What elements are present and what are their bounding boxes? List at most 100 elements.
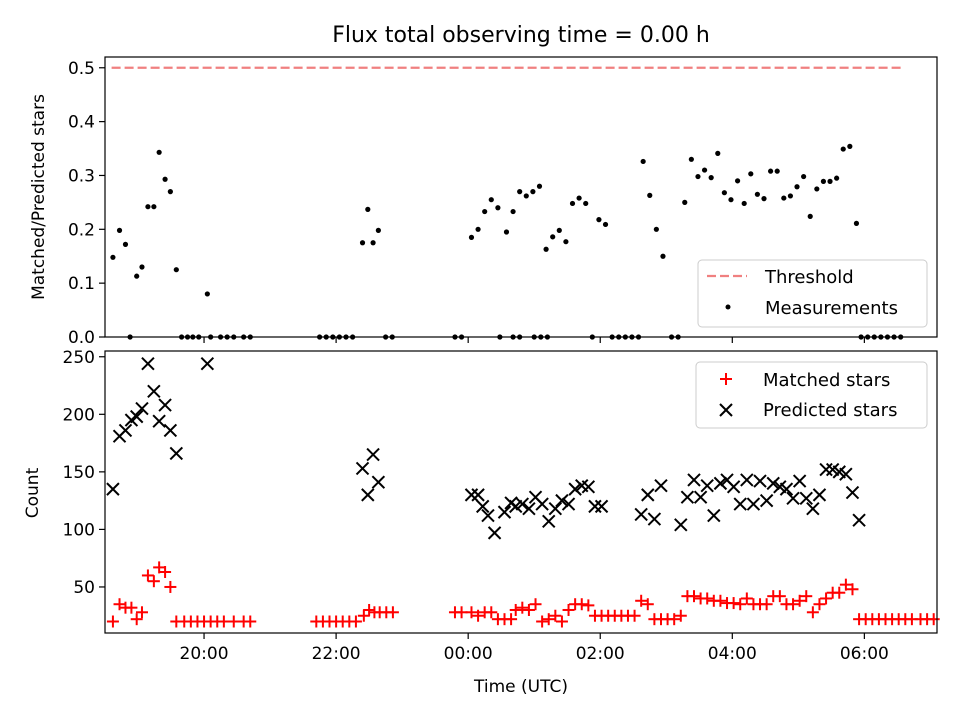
- legend-threshold-label: Threshold: [764, 267, 854, 288]
- predicted-star-point: [594, 499, 609, 514]
- predicted-star-point: [674, 518, 688, 532]
- measurement-point: [741, 200, 747, 207]
- y-tick-label: 0.5: [68, 59, 95, 79]
- predicted-star-point: [141, 356, 155, 371]
- bottom-legend: Matched stars Predicted stars: [695, 361, 928, 429]
- matched-star-point: [135, 606, 148, 619]
- measurement-point: [647, 192, 653, 198]
- measurement-point: [774, 168, 780, 174]
- top-plot-marks: [110, 66, 904, 340]
- predicted-star-point: [759, 493, 774, 508]
- predicted-star-point: [555, 493, 569, 508]
- predicted-star-point: [845, 485, 860, 500]
- top-y-ticks: 0.0 0.1 0.2 0.3 0.4 0.5: [68, 59, 105, 348]
- y-tick-label: 150: [63, 463, 95, 483]
- top-legend-box: [697, 259, 928, 328]
- predicted-star-point: [147, 384, 161, 398]
- matched-star-point: [542, 613, 555, 626]
- matched-star-point: [485, 606, 498, 619]
- measurement-point: [701, 167, 708, 173]
- matched-star-point: [125, 601, 138, 614]
- bottom-panel: Count Time (UTC) 50 100 150 200 250 20:00 22:…: [23, 348, 940, 697]
- predicted-star-point: [687, 473, 701, 487]
- matched-star-point: [806, 606, 819, 619]
- matched-star-point: [562, 603, 575, 616]
- measurement-point: [569, 200, 576, 207]
- measurement-point: [145, 204, 151, 210]
- measurement-point: [583, 200, 589, 207]
- matched-star-point: [164, 580, 177, 593]
- legend-matched-label: Matched stars: [763, 370, 890, 391]
- measurement-point: [708, 175, 714, 181]
- matched-star-point: [159, 565, 172, 578]
- predicted-star-point: [158, 398, 172, 412]
- predicted-star-point: [497, 505, 512, 519]
- matched-star-point: [793, 594, 806, 607]
- predicted-star-point: [753, 474, 767, 488]
- predicted-star-point: [766, 476, 780, 491]
- chart-title: Flux total observing time = 0.00 h: [332, 23, 710, 48]
- measurement-point: [543, 246, 549, 252]
- top-x-ticks: [203, 337, 865, 343]
- matched-star-point: [472, 609, 485, 622]
- matched-star-point: [800, 590, 813, 603]
- measurement-point: [834, 175, 840, 181]
- measurement-point: [468, 234, 475, 240]
- predicted-star-point: [522, 501, 536, 516]
- measurement-point: [827, 178, 833, 184]
- measurement-point: [814, 186, 820, 192]
- matched-star-point: [106, 615, 119, 628]
- measurement-point: [550, 234, 556, 240]
- y-tick-label: 100: [63, 520, 95, 540]
- predicted-star-point: [515, 497, 530, 511]
- predicted-star-point: [641, 488, 655, 502]
- predicted-star-point: [548, 501, 563, 516]
- predicted-star-point: [812, 488, 827, 502]
- predicted-star-point: [487, 526, 502, 540]
- predicted-star-point: [700, 478, 714, 493]
- measurement-point: [695, 173, 701, 180]
- matched-star-point: [555, 615, 568, 628]
- predicted-star-point: [707, 508, 721, 523]
- predicted-star-point: [561, 497, 576, 511]
- predicted-star-point: [852, 513, 866, 527]
- matched-star-point: [833, 586, 846, 599]
- measurement-point: [781, 195, 787, 201]
- measurement-point: [754, 191, 760, 197]
- matched-star-point: [846, 583, 859, 596]
- matched-star-point: [141, 569, 154, 582]
- predicted-star-point: [839, 467, 853, 481]
- matched-star-point: [701, 592, 714, 605]
- predicted-star-point: [806, 501, 820, 516]
- matched-star-point: [522, 603, 535, 616]
- predicted-star-point: [581, 480, 596, 494]
- y-tick-label: 0.3: [68, 166, 95, 186]
- measurement-point: [602, 221, 609, 228]
- predicted-star-point: [371, 475, 386, 489]
- measurement-point: [563, 239, 569, 245]
- matched-star-point: [714, 594, 727, 607]
- measurement-point: [728, 197, 734, 203]
- measurement-point: [488, 197, 494, 203]
- bottom-y-ticks: 50 100 150 200 250: [63, 348, 105, 598]
- predicted-star-point: [680, 490, 695, 504]
- measurement-point: [162, 176, 168, 182]
- predicted-star-point: [535, 497, 549, 511]
- matched-star-point: [575, 598, 588, 611]
- measurement-point: [495, 205, 501, 211]
- matched-star-point: [839, 578, 852, 591]
- top-y-axis-label: Matched/Predicted stars: [29, 94, 49, 300]
- predicted-star-point: [481, 508, 495, 523]
- measurement-point: [370, 240, 376, 246]
- measurement-point: [156, 149, 162, 155]
- measurement-point: [653, 226, 659, 232]
- measurement-point: [556, 227, 562, 233]
- measurement-point: [167, 189, 173, 195]
- predicted-star-point: [106, 482, 120, 496]
- measurement-point: [853, 220, 860, 226]
- measurement-point: [596, 217, 602, 223]
- matched-star-point: [147, 575, 160, 588]
- predicted-star-point: [542, 514, 556, 529]
- predicted-star-point: [366, 447, 380, 462]
